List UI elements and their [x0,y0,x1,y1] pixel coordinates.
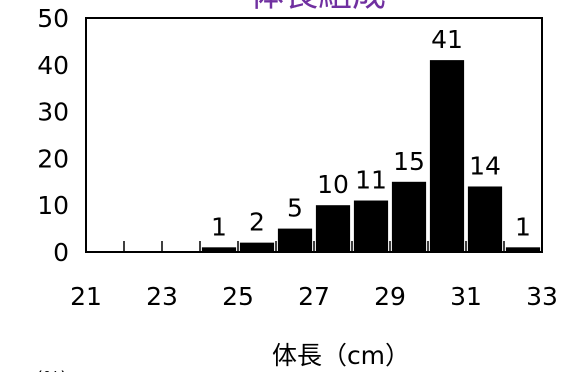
x-axis-label: 体長（cm） [272,341,410,370]
data-label-32: 1 [515,212,531,241]
y-tick-label: 30 [37,98,69,127]
plot-area [85,17,543,253]
y-tick-label: 50 [37,4,69,33]
bar-32 [505,247,541,252]
data-label-30: 41 [431,25,463,54]
data-label-26: 5 [287,194,303,223]
x-tick-label: 23 [146,282,178,311]
x-tick-label: 29 [374,282,406,311]
bar-24 [201,247,237,252]
data-label-31: 14 [469,151,501,180]
y-axis-unit-label: (%) [36,368,67,372]
bar-25 [239,242,275,252]
y-tick-label: 20 [37,144,69,173]
y-tick-label: 40 [37,51,69,80]
x-tick-label: 33 [526,282,558,311]
x-tick-label: 21 [70,282,102,311]
bar-29 [391,181,427,252]
data-label-28: 11 [355,166,387,195]
x-tick-label: 25 [222,282,254,311]
bar-28 [353,200,389,252]
data-label-25: 2 [249,208,265,237]
chart-title: 体長組成 [250,0,386,15]
data-label-29: 15 [393,147,425,176]
data-label-24: 1 [211,212,227,241]
bar-26 [277,228,313,252]
x-tick-label: 27 [298,282,330,311]
bars [201,60,541,253]
bar-30 [429,60,465,253]
bar-31 [467,186,503,252]
bar-27 [315,205,351,252]
data-label-27: 10 [317,170,349,199]
y-tick-label: 0 [53,238,69,267]
x-tick-label: 31 [450,282,482,311]
y-axis-ticks: 0 10 20 30 40 50 [37,4,69,267]
y-tick-label: 10 [37,191,69,220]
